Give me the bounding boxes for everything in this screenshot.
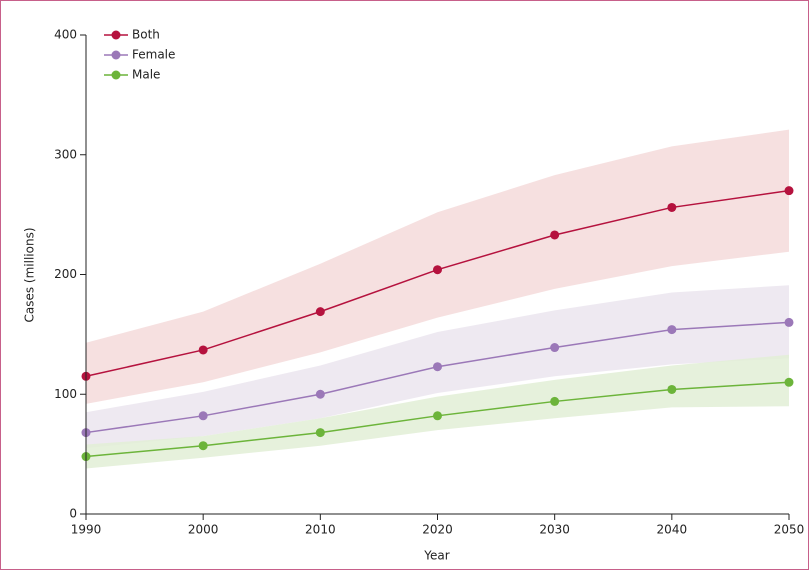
data-point: [550, 396, 560, 406]
data-point: [784, 317, 794, 327]
y-tick-label: 100: [54, 387, 77, 401]
x-tick-label: 2030: [539, 523, 570, 537]
data-point: [667, 325, 677, 335]
x-tick-label: 2050: [774, 523, 805, 537]
data-point: [315, 428, 325, 438]
data-point: [667, 384, 677, 394]
y-tick-label: 400: [54, 28, 77, 42]
legend-marker: [111, 70, 121, 80]
data-point: [433, 411, 442, 421]
x-tick-label: 1990: [71, 523, 102, 537]
data-point: [198, 441, 208, 451]
data-point: [433, 265, 442, 275]
data-point: [784, 186, 794, 196]
data-point: [315, 307, 325, 317]
y-tick-label: 300: [54, 147, 77, 161]
y-tick-label: 200: [54, 267, 77, 281]
data-point: [667, 202, 677, 212]
x-axis-label: Year: [423, 549, 449, 563]
legend-label: Both: [132, 28, 160, 42]
legend-label: Male: [132, 68, 160, 82]
data-point: [550, 343, 560, 353]
y-axis-label: Cases (millions): [23, 227, 37, 322]
data-point: [198, 345, 208, 355]
y-tick-label: 0: [69, 507, 77, 521]
data-point: [198, 411, 208, 421]
x-tick-label: 2000: [188, 523, 219, 537]
x-tick-label: 2010: [305, 523, 336, 537]
legend-marker: [111, 30, 121, 40]
x-tick-label: 2040: [657, 523, 688, 537]
legend-marker: [111, 50, 121, 60]
data-point: [784, 377, 794, 387]
data-point: [550, 230, 560, 240]
data-point: [315, 389, 325, 399]
legend-label: Female: [132, 48, 175, 62]
data-point: [433, 362, 442, 372]
x-tick-label: 2020: [422, 523, 453, 537]
